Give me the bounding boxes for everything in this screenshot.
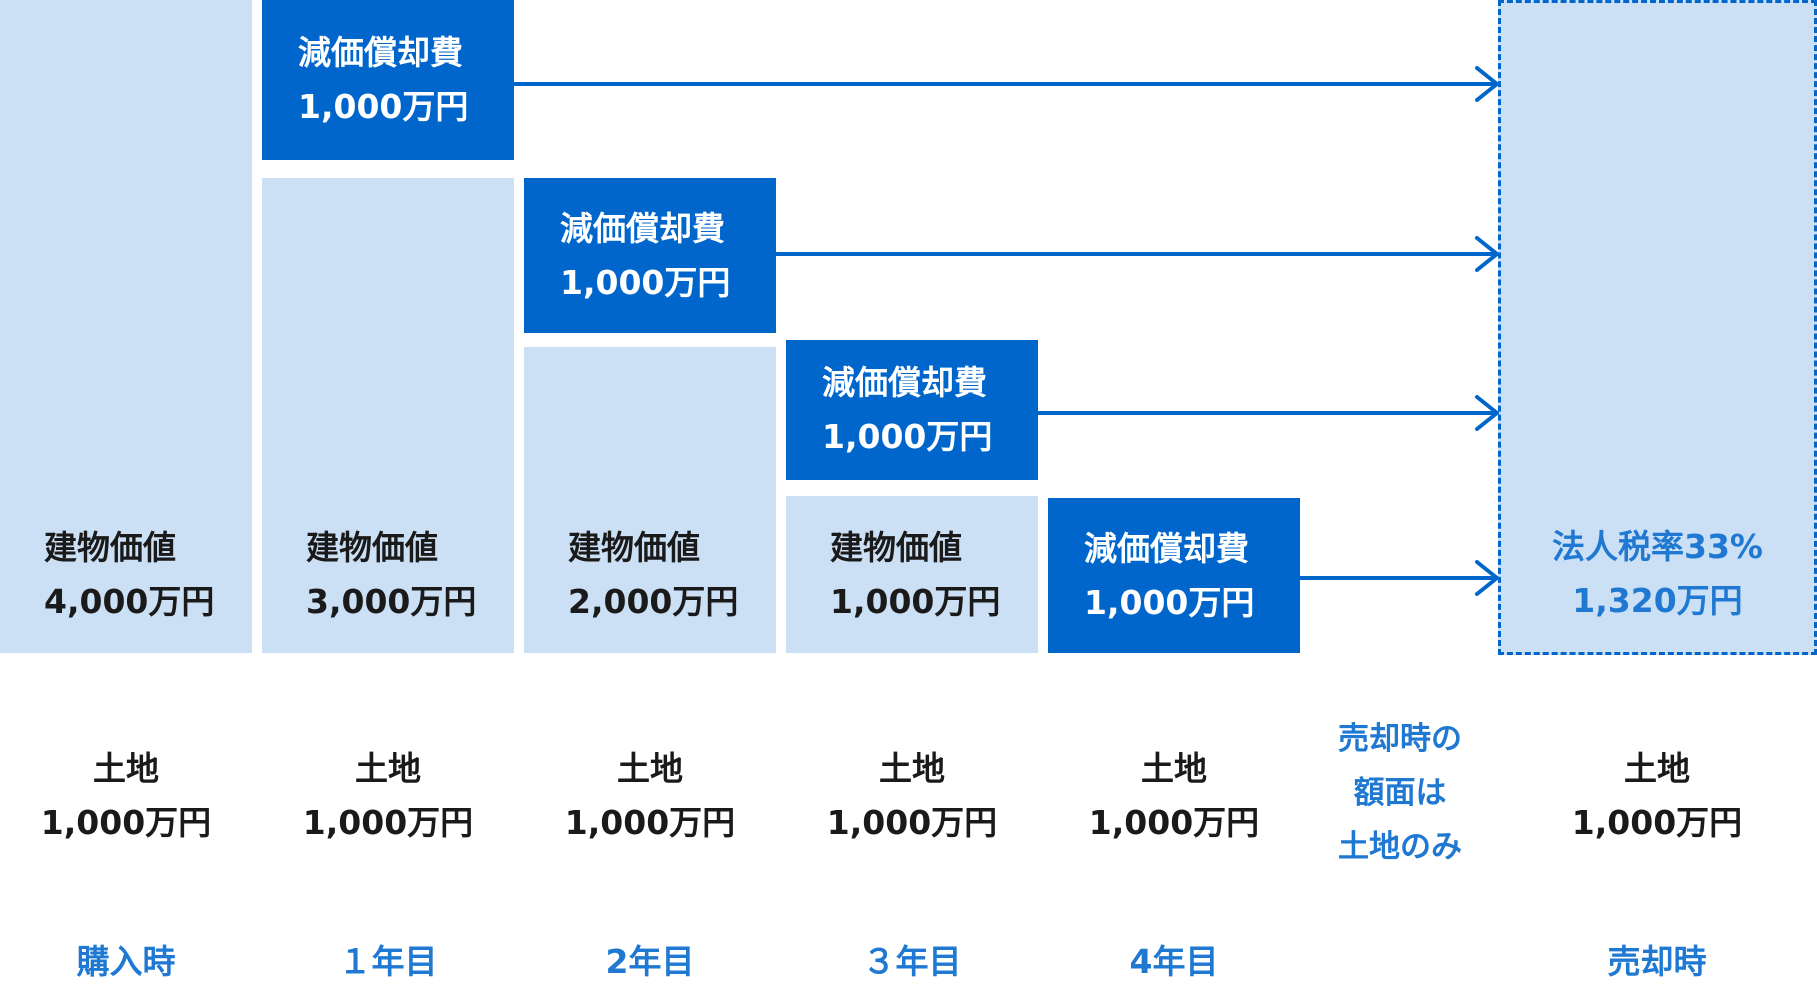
land-year4: 土地 1,000万円 bbox=[1049, 742, 1299, 850]
period-label-sale: 売却時 bbox=[1607, 942, 1707, 981]
land-amount: 1,000万円 bbox=[564, 803, 736, 842]
building-value-amount: 1,000万円 bbox=[830, 582, 1001, 621]
arrow-year2 bbox=[774, 236, 1499, 272]
arrow-year3 bbox=[1036, 395, 1499, 431]
land-amount: 1,000万円 bbox=[826, 803, 998, 842]
period-label-purchase: 購入時 bbox=[76, 942, 176, 981]
sale-tax-amount: 1,320万円 bbox=[1572, 581, 1743, 620]
land-label: 土地 bbox=[1624, 749, 1690, 788]
depreciation-year2: 減価償却費 1,000万円 bbox=[524, 178, 776, 333]
land-amount: 1,000万円 bbox=[1088, 803, 1260, 842]
depreciation-amount: 1,000万円 bbox=[1084, 582, 1255, 622]
building-value-amount: 2,000万円 bbox=[568, 582, 739, 621]
depreciation-year1: 減価償却費 1,000万円 bbox=[262, 0, 514, 160]
sale-note-line3: 土地のみ bbox=[1338, 829, 1462, 865]
building-value-year1: 建物価値 3,000万円 bbox=[262, 178, 514, 653]
period-label-year3: ３年目 bbox=[862, 942, 962, 981]
depreciation-label: 減価償却費 bbox=[1084, 528, 1249, 568]
building-value-amount: 3,000万円 bbox=[306, 582, 477, 621]
sale-note: 売却時の 額面は 土地のみ bbox=[1310, 712, 1490, 874]
land-label: 土地 bbox=[617, 749, 683, 788]
depreciation-year4: 減価償却費 1,000万円 bbox=[1048, 498, 1300, 653]
depreciation-label: 減価償却費 bbox=[298, 33, 463, 72]
sale-note-line2: 額面は bbox=[1353, 775, 1447, 811]
depreciation-label: 減価償却費 bbox=[560, 208, 725, 248]
land-amount: 1,000万円 bbox=[1571, 803, 1743, 842]
land-year1: 土地 1,000万円 bbox=[263, 742, 513, 850]
building-value-year3: 建物価値 1,000万円 bbox=[786, 496, 1038, 653]
land-amount: 1,000万円 bbox=[40, 803, 212, 842]
building-value-year2: 建物価値 2,000万円 bbox=[524, 347, 776, 653]
land-label: 土地 bbox=[1141, 749, 1207, 788]
land-sale: 土地 1,000万円 bbox=[1532, 742, 1782, 850]
sale-note-line1: 売却時の bbox=[1338, 721, 1462, 757]
depreciation-amount: 1,000万円 bbox=[560, 262, 731, 302]
sale-tax-label: 法人税率33% bbox=[1552, 527, 1763, 566]
depreciation-amount: 1,000万円 bbox=[298, 87, 469, 126]
building-value-label: 建物価値 bbox=[568, 528, 700, 567]
building-value-label: 建物価値 bbox=[306, 528, 438, 567]
building-value-amount: 4,000万円 bbox=[44, 582, 215, 621]
building-value-purchase: 建物価値 4,000万円 bbox=[0, 0, 252, 653]
depreciation-amount: 1,000万円 bbox=[822, 417, 993, 456]
land-label: 土地 bbox=[355, 749, 421, 788]
land-year3: 土地 1,000万円 bbox=[787, 742, 1037, 850]
land-purchase: 土地 1,000万円 bbox=[1, 742, 251, 850]
depreciation-label: 減価償却費 bbox=[822, 363, 987, 402]
building-value-label: 建物価値 bbox=[44, 528, 176, 567]
period-label-year1: １年目 bbox=[338, 942, 438, 981]
building-value-label: 建物価値 bbox=[830, 528, 962, 567]
arrow-year4 bbox=[1298, 560, 1499, 596]
sale-tax-box: 法人税率33% 1,320万円 bbox=[1498, 0, 1817, 655]
land-label: 土地 bbox=[879, 749, 945, 788]
arrow-year1 bbox=[512, 66, 1499, 102]
period-label-year2: 2年目 bbox=[605, 942, 695, 981]
land-amount: 1,000万円 bbox=[302, 803, 474, 842]
depreciation-year3: 減価償却費 1,000万円 bbox=[786, 340, 1038, 480]
period-label-year4: 4年目 bbox=[1129, 942, 1219, 981]
land-year2: 土地 1,000万円 bbox=[525, 742, 775, 850]
land-label: 土地 bbox=[93, 749, 159, 788]
